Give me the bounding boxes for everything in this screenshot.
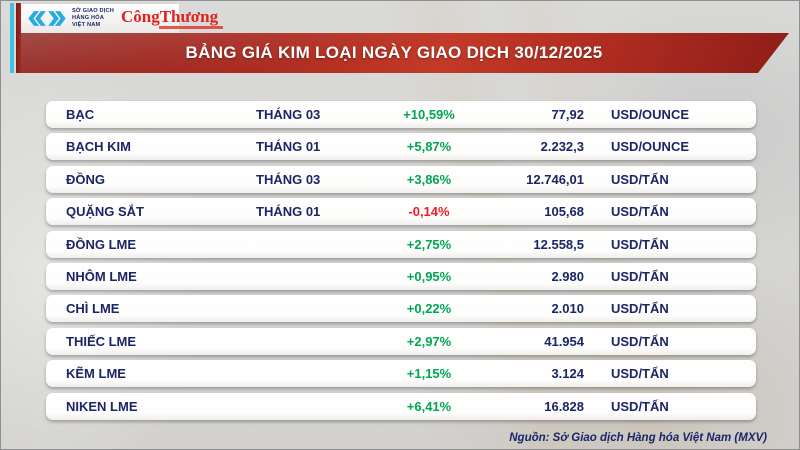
table-row: KẼM LME +1,15% 3.124 USD/TẤN <box>46 360 756 388</box>
cell-name: THIẾC LME <box>66 333 137 349</box>
cell-name: CHÌ LME <box>66 301 120 317</box>
cell-unit: USD/TẤN <box>611 204 669 220</box>
cell-change: +1,15% <box>406 366 452 382</box>
cell-unit: USD/TẤN <box>611 236 669 252</box>
cell-unit: USD/OUNCE <box>611 107 690 122</box>
cell-price: 41.954 <box>544 333 584 349</box>
table-row: NHÔM LME +0,95% 2.980 USD/TẤN <box>46 262 756 290</box>
price-table: BẠC THÁNG 03 +10,59% 77,92 USD/OUNCE BẠCH KIM… <box>46 101 756 420</box>
cell-price: 105,68 <box>544 204 584 220</box>
cell-unit: USD/TẤN <box>611 268 669 284</box>
cell-unit: USD/TẤN <box>611 366 669 382</box>
cell-unit: USD/TẤN <box>611 333 669 349</box>
cell-change: +5,87% <box>406 139 452 155</box>
exchange-name-line: HÀNG HÓA <box>72 15 105 22</box>
cell-change: +2,97% <box>406 333 452 349</box>
cell-name: NHÔM LME <box>66 268 137 284</box>
cell-month: THÁNG 03 <box>256 107 321 122</box>
cell-unit: USD/TẤN <box>611 171 669 187</box>
exchange-name: SỞ GIAO DỊCH HÀNG HÓA VIỆT NAM <box>72 8 114 28</box>
cell-change: +0,22% <box>406 301 452 317</box>
congthuong-logo: CôngThương <box>121 8 223 29</box>
logo-box: SỞ GIAO DỊCH HÀNG HÓA VIỆT NAM CôngThươn… <box>21 4 223 33</box>
cell-change: +3,86% <box>406 171 452 187</box>
cell-price: 2.980 <box>551 268 584 284</box>
cell-name: QUẶNG SẮT <box>66 204 144 220</box>
table-row: THIẾC LME +2,97% 41.954 USD/TẤN <box>46 327 756 355</box>
cell-unit: USD/OUNCE <box>611 139 690 155</box>
table-row: BẠC THÁNG 03 +10,59% 77,92 USD/OUNCE <box>46 101 756 128</box>
cell-price: 2.010 <box>551 301 584 317</box>
exchange-name-line: VIỆT NAM <box>72 21 101 28</box>
table-row: ĐỒNG THÁNG 03 +3,86% 12.746,01 USD/TẤN <box>46 165 756 193</box>
congthuong-tagline-bar <box>158 26 223 29</box>
cell-name: ĐỒNG <box>66 171 105 187</box>
table-row: CHÌ LME +0,22% 2.010 USD/TẤN <box>46 295 756 323</box>
cell-month: THÁNG 01 <box>256 204 321 220</box>
cell-name: KẼM LME <box>66 366 126 382</box>
mxv-chevrons-icon <box>28 11 66 26</box>
cell-change: -0,14% <box>408 204 450 220</box>
cell-unit: USD/TẤN <box>611 398 669 414</box>
cell-change: +6,41% <box>406 398 452 414</box>
cell-price: 12.746,01 <box>526 171 584 187</box>
cell-name: BẠC <box>66 107 95 122</box>
cell-price: 77,92 <box>551 107 584 122</box>
cell-change: +10,59% <box>403 107 455 122</box>
cell-month: THÁNG 03 <box>256 171 321 187</box>
cell-price: 3.124 <box>551 366 584 382</box>
table-row: BẠCH KIM THÁNG 01 +5,87% 2.232,3 USD/OUNCE <box>46 133 756 161</box>
cell-name: ĐỒNG LME <box>66 236 137 252</box>
cell-price: 2.232,3 <box>540 139 584 155</box>
cell-name: BẠCH KIM <box>66 139 131 155</box>
page-title: BẢNG GIÁ KIM LOẠI NGÀY GIAO DỊCH 30/12/2… <box>185 43 603 62</box>
table-row: QUẶNG SẮT THÁNG 01 -0,14% 105,68 USD/TẤN <box>46 198 756 226</box>
cell-price: 12.558,5 <box>533 236 584 252</box>
cell-unit: USD/TẤN <box>611 301 669 317</box>
table-row: NIKEN LME +6,41% 16.828 USD/TẤN <box>46 392 756 420</box>
cell-name: NIKEN LME <box>66 398 138 414</box>
cell-change: +2,75% <box>406 236 452 252</box>
accent-bar-red <box>16 3 21 73</box>
cell-change: +0,95% <box>406 268 452 284</box>
cell-price: 16.828 <box>544 398 584 414</box>
title-banner: BẢNG GIÁ KIM LOẠI NGÀY GIAO DỊCH 30/12/2… <box>21 33 789 73</box>
source-note: Nguồn: Sở Giao dịch Hàng hóa Việt Nam (M… <box>509 432 767 444</box>
exchange-name-line: SỞ GIAO DỊCH <box>72 8 114 15</box>
congthuong-wordmark: CôngThương <box>120 7 219 26</box>
cell-month: THÁNG 01 <box>256 139 321 155</box>
accent-bar-cyan <box>10 3 14 73</box>
table-row: ĐỒNG LME +2,75% 12.558,5 USD/TẤN <box>46 230 756 258</box>
